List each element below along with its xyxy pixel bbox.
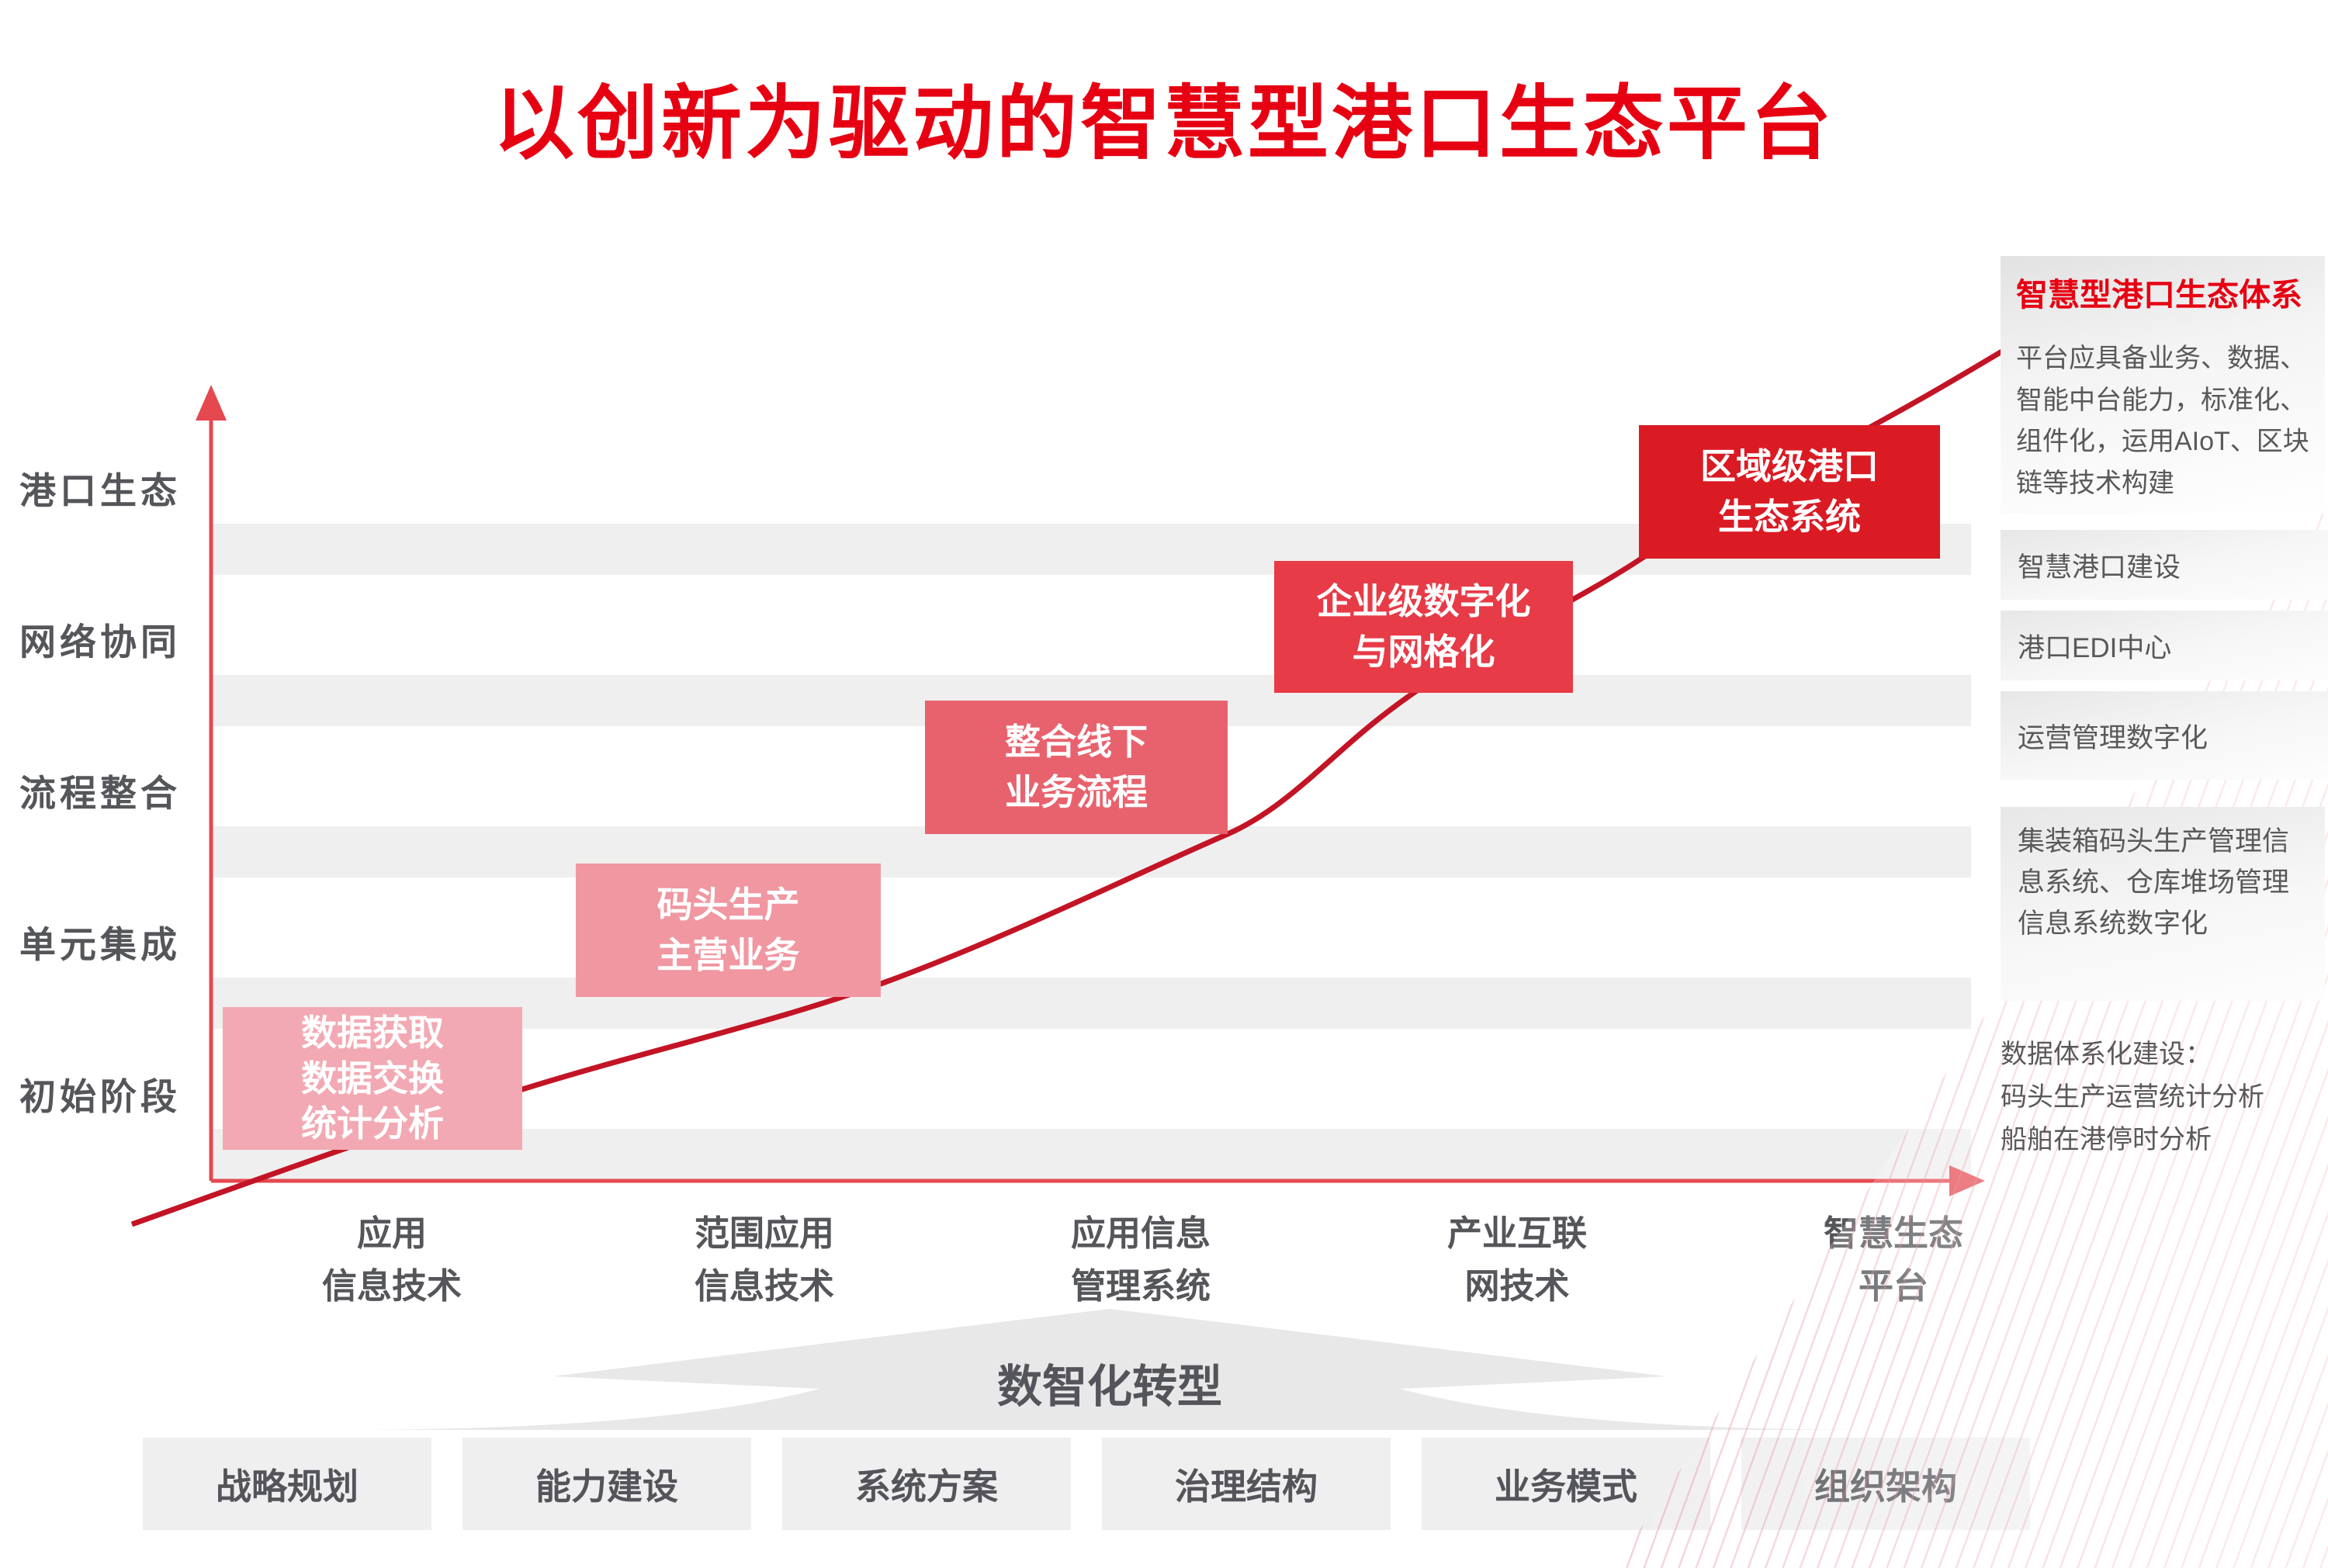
stage-box-line: 数据交换 [301,1057,444,1099]
sidebar-item-edi-center: 港口EDI中心 [2001,611,2328,680]
sidebar-item-terminal-systems: 集装箱码头生产管理信息系统、仓库堆场管理信息系统数字化 [2001,807,2325,1001]
x-axis-label-line: 范围应用 [694,1213,834,1253]
x-axis-arrowhead [1949,1165,1985,1196]
x-axis-label-line: 平台 [1858,1265,1928,1306]
sidebar-data-note: 数据体系化建设： 码头生产运营统计分析 船舶在港停时分析 [2001,1033,2311,1161]
stage-box-line: 企业级数字化 [1316,580,1531,621]
stage-box-line: 生态系统 [1718,497,1861,537]
x-axis-label: 智慧生态 平台 [1738,1207,2049,1312]
x-axis-label: 应用 信息技术 [237,1207,547,1312]
stage-box-line: 业务流程 [1005,772,1148,812]
stage-box-line: 与网格化 [1352,632,1495,672]
y-axis-label: 初始阶段 [19,1076,181,1117]
x-axis-label-line: 信息技术 [321,1265,462,1306]
y-axis-label: 流程整合 [19,773,181,814]
pillar-organization: 组织架构 [1741,1438,2030,1530]
page-title: 以创新为驱动的智慧型港口生态平台 [493,79,1834,169]
x-axis-label: 应用信息 管理系统 [986,1207,1296,1312]
x-axis-label-line: 应用 [356,1213,427,1253]
y-axis-arrowhead [196,385,227,421]
x-axis-label: 产业互联 网技术 [1362,1207,1672,1312]
stage-box-line: 码头生产 [656,884,800,925]
x-axis-label-line: 产业互联 [1446,1213,1587,1253]
sidebar-heading: 智慧型港口生态体系 [2016,277,2302,313]
y-axis-label: 港口生态 [19,470,181,511]
pillar-governance: 治理结构 [1102,1438,1391,1530]
transformation-roof-shape [349,1309,1870,1430]
x-axis-label-line: 应用信息 [1070,1213,1211,1253]
x-axis-label: 范围应用 信息技术 [609,1207,920,1312]
sidebar-header-card: 智慧型港口生态体系 平台应具备业务、数据、智能中台能力，标准化、组件化，运用AI… [2001,256,2325,514]
stage-box-line: 整合线下 [1005,721,1148,762]
stage-box-initial: 数据获取 数据交换 统计分析 [223,1007,522,1150]
x-axis-label-line: 管理系统 [1070,1265,1211,1306]
pillar-strategy: 战略规划 [143,1438,431,1530]
sidebar-note-line: 码头生产运营统计分析 [2001,1082,2264,1113]
x-axis-label-line: 网技术 [1464,1265,1570,1306]
x-axis-label-line: 智慧生态 [1823,1213,1963,1253]
pillar-business: 业务模式 [1422,1438,1710,1530]
stage-box-line: 统计分析 [301,1103,444,1144]
sidebar-note-line: 数据体系化建设： [2001,1040,2212,1069]
y-axis-label: 单元集成 [19,924,181,965]
sidebar-item-smart-port: 智慧港口建设 [2001,530,2328,600]
y-axis-label: 网络协同 [19,621,181,663]
stage-box-network-collaboration: 企业级数字化 与网格化 [1274,561,1573,693]
stage-box-line: 区域级港口 [1700,445,1879,486]
pillar-capability: 能力建设 [462,1438,751,1530]
pillar-system: 系统方案 [782,1438,1071,1530]
stage-box-line: 数据获取 [301,1012,444,1053]
sidebar-note-line: 船舶在港停时分析 [2001,1125,2212,1155]
stage-box-port-ecosystem: 区域级港口 生态系统 [1639,425,1940,559]
sidebar-description: 平台应具备业务、数据、智能中台能力，标准化、组件化，运用AIoT、区块链等技术构… [2016,344,2309,499]
stage-box-line: 主营业务 [656,935,800,975]
sidebar-item-ops-digital: 运营管理数字化 [2001,691,2328,780]
transformation-banner: 数智化转型 [996,1362,1222,1412]
stage-box-process-integration: 整合线下 业务流程 [925,701,1228,834]
stage-box-unit-integration: 码头生产 主营业务 [576,864,881,997]
x-axis-label-line: 信息技术 [694,1265,834,1306]
